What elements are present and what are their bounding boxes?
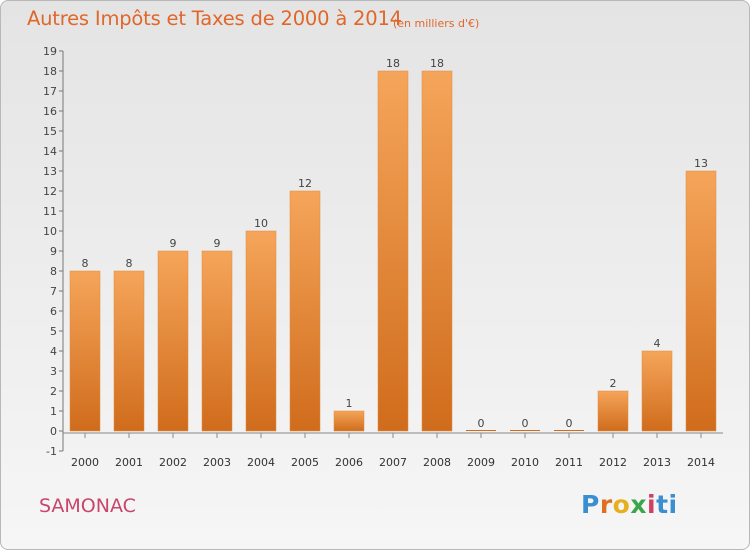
commune-name: SAMONAC: [39, 495, 136, 517]
bar[interactable]: [421, 70, 453, 432]
data-label: 2: [610, 377, 617, 390]
bar[interactable]: [685, 170, 717, 432]
y-tick-label: 10: [43, 225, 57, 238]
data-label: 4: [654, 337, 661, 350]
x-tick-label: 2000: [71, 456, 99, 469]
y-tick-label: 2: [50, 385, 57, 398]
y-tick-label: 6: [50, 305, 57, 318]
y-tick-label: 3: [50, 365, 57, 378]
y-tick-label: 19: [43, 45, 57, 58]
y-tick-label: 1: [50, 405, 57, 418]
y-tick-label: 7: [50, 285, 57, 298]
x-tick-label: 2006: [335, 456, 363, 469]
y-tick-label: 8: [50, 265, 57, 278]
logo-letter-5: i: [647, 490, 657, 519]
y-tick-label: 0: [50, 425, 57, 438]
x-tick-label: 2001: [115, 456, 143, 469]
bar[interactable]: [289, 190, 321, 432]
bar[interactable]: [641, 350, 673, 432]
data-label: 10: [254, 217, 268, 230]
logo-letter-1: P: [581, 490, 600, 519]
bar[interactable]: [69, 270, 101, 432]
data-label: 0: [478, 417, 485, 430]
data-label: 0: [566, 417, 573, 430]
data-label: 18: [430, 57, 444, 70]
bar[interactable]: [245, 230, 277, 432]
y-tick-label: 17: [43, 85, 57, 98]
data-label: 13: [694, 157, 708, 170]
y-tick-label: 18: [43, 65, 57, 78]
bar[interactable]: [597, 390, 629, 432]
data-label: 8: [126, 257, 133, 270]
x-tick-label: 2014: [687, 456, 715, 469]
y-tick-label: -1: [46, 445, 57, 458]
data-label: 8: [82, 257, 89, 270]
x-tick-label: 2007: [379, 456, 407, 469]
data-label: 9: [170, 237, 177, 250]
chart-title: Autres Impôts et Taxes de 2000 à 2014: [27, 7, 402, 30]
x-tick-label: 2008: [423, 456, 451, 469]
x-tick-label: 2005: [291, 456, 319, 469]
y-tick-label: 5: [50, 325, 57, 338]
bar[interactable]: [333, 410, 365, 432]
bar[interactable]: [201, 250, 233, 432]
x-tick-label: 2009: [467, 456, 495, 469]
bar[interactable]: [113, 270, 145, 432]
y-tick-label: 11: [43, 205, 57, 218]
bar[interactable]: [554, 430, 584, 431]
logo-letter-6: ti: [656, 490, 678, 519]
x-tick-label: 2004: [247, 456, 275, 469]
y-tick-label: 9: [50, 245, 57, 258]
x-tick-label: 2011: [555, 456, 583, 469]
x-tick-label: 2013: [643, 456, 671, 469]
x-tick-label: 2002: [159, 456, 187, 469]
bar[interactable]: [510, 430, 540, 431]
y-tick-label: 12: [43, 185, 57, 198]
y-tick-label: 13: [43, 165, 57, 178]
data-label: 9: [214, 237, 221, 250]
bar[interactable]: [377, 70, 409, 432]
proxiti-logo[interactable]: Proxiti: [581, 490, 678, 519]
logo-letter-4: x: [630, 490, 647, 519]
data-label: 18: [386, 57, 400, 70]
bar[interactable]: [466, 430, 496, 431]
bar[interactable]: [157, 250, 189, 432]
data-label: 0: [522, 417, 529, 430]
y-tick-label: 14: [43, 145, 57, 158]
logo-letter-2: r: [599, 490, 613, 519]
y-tick-label: 16: [43, 105, 57, 118]
x-tick-label: 2012: [599, 456, 627, 469]
data-label: 1: [346, 397, 353, 410]
x-tick-label: 2010: [511, 456, 539, 469]
data-label: 12: [298, 177, 312, 190]
chart-subtitle: (en milliers d'€): [393, 17, 480, 30]
x-tick-label: 2003: [203, 456, 231, 469]
y-tick-label: 4: [50, 345, 57, 358]
logo-letter-3: o: [612, 490, 631, 519]
y-tick-label: 15: [43, 125, 57, 138]
